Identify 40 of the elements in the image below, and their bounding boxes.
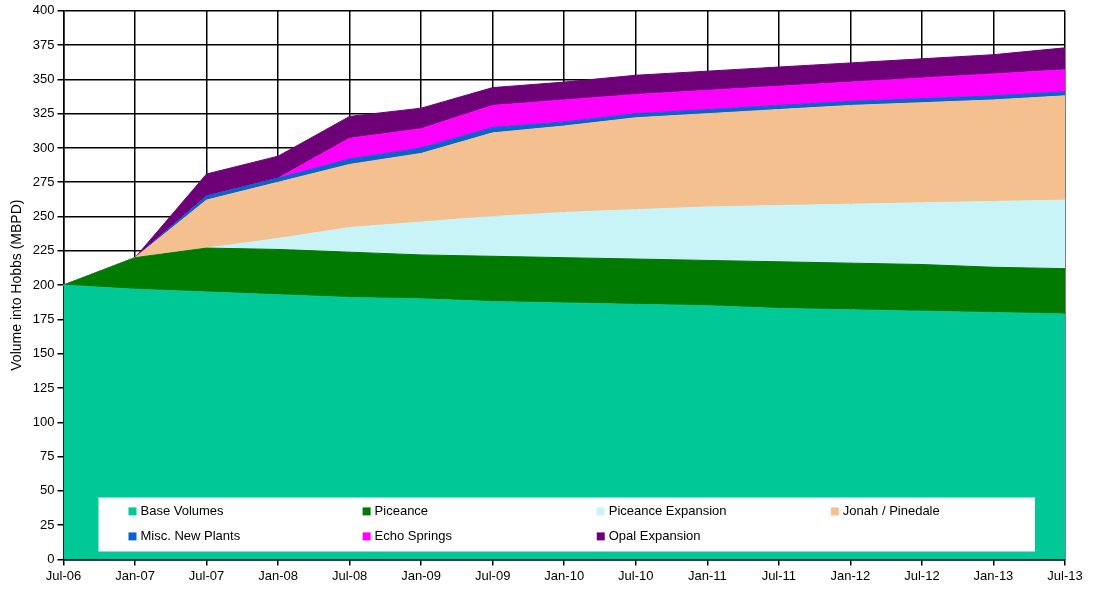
y-tick-label: 350	[32, 70, 55, 86]
x-tick-label: Jul-11	[761, 567, 797, 583]
y-tick-label: 200	[32, 276, 55, 292]
y-tick-label: 275	[32, 173, 55, 189]
x-tick-label: Jan-08	[258, 567, 298, 583]
x-tick-label: Jan-10	[544, 567, 585, 583]
y-tick-label: 175	[32, 310, 55, 326]
y-tick-label: 325	[32, 105, 55, 121]
y-tick-label: 50	[40, 482, 55, 498]
y-tick-label: 225	[32, 242, 55, 258]
legend-label: Base Volumes	[140, 502, 225, 518]
y-tick-label: 0	[47, 550, 55, 566]
x-tick-label: Jul-10	[618, 567, 654, 583]
legend-label: Piceance	[374, 502, 429, 518]
y-tick-label: 150	[32, 345, 55, 361]
y-tick-label: 25	[40, 516, 55, 532]
y-tick-label: 250	[32, 208, 55, 224]
x-tick-label: Jan-12	[830, 567, 871, 583]
x-tick-label: Jul-07	[188, 567, 225, 583]
legend-label: Misc. New Plants	[140, 527, 241, 543]
x-tick-label: Jan-09	[401, 567, 442, 583]
x-tick-label: Jul-12	[904, 567, 940, 583]
legend-label: Piceance Expansion	[608, 502, 727, 518]
x-tick-label: Jul-06	[45, 567, 82, 583]
y-tick-label: 100	[32, 413, 55, 429]
x-tick-label: Jan-11	[687, 567, 727, 583]
x-tick-label: Jul-09	[475, 567, 511, 583]
y-axis-title: Volume into Hobbs (MBPD)	[8, 199, 25, 371]
y-tick-label: 125	[32, 379, 55, 395]
legend-label: Echo Springs	[374, 527, 453, 543]
legend-label: Opal Expansion	[608, 527, 701, 543]
y-tick-label: 400	[32, 2, 55, 18]
y-tick-label: 375	[32, 36, 55, 52]
y-tick-label: 75	[40, 448, 55, 464]
y-tick-label: 300	[32, 139, 55, 155]
legend-label: Jonah / Pinedale	[842, 502, 940, 518]
x-tick-label: Jan-13	[973, 567, 1014, 583]
x-tick-label: Jul-08	[331, 567, 368, 583]
x-tick-label: Jan-07	[115, 567, 155, 583]
x-tick-label: Jul-13	[1047, 567, 1083, 583]
